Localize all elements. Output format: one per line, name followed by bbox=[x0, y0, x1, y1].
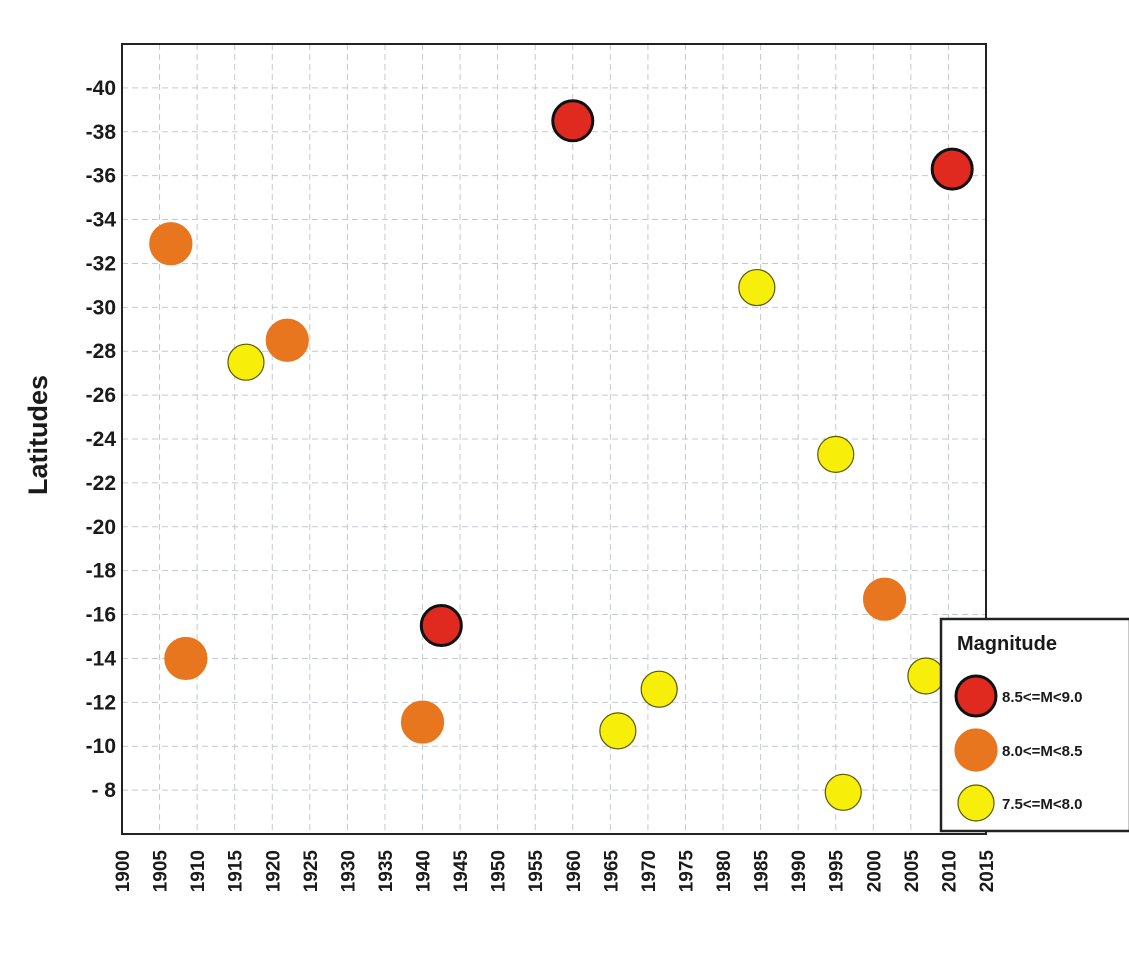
y-tick-label: -40 bbox=[86, 77, 116, 100]
x-tick-label: 1965 bbox=[601, 850, 622, 893]
data-point-low bbox=[640, 670, 678, 708]
x-tick-label: 1910 bbox=[188, 850, 209, 892]
x-tick-label: 1950 bbox=[489, 850, 510, 892]
y-tick-label: -28 bbox=[86, 340, 117, 363]
x-tick-label: 1980 bbox=[714, 850, 735, 892]
x-axis-ticks: 1900 1905 1910 1915 1920 1925 1930 1935 1940 1945… bbox=[113, 850, 998, 893]
data-point-high bbox=[419, 604, 463, 648]
y-tick-label: -24 bbox=[86, 428, 117, 451]
x-tick-label: 1955 bbox=[526, 850, 547, 893]
x-tick-label: 1995 bbox=[827, 850, 848, 893]
legend-swatch-low bbox=[957, 784, 995, 822]
data-point-mid bbox=[862, 577, 907, 621]
data-points bbox=[149, 99, 974, 811]
y-axis-title: Latitudes bbox=[23, 375, 53, 495]
legend-label-low: 7.5<=M<8.0 bbox=[1002, 796, 1082, 813]
y-tick-label: -36 bbox=[86, 165, 116, 188]
data-point-mid bbox=[164, 636, 208, 681]
y-tick-label: -20 bbox=[86, 516, 116, 539]
y-tick-label: -14 bbox=[86, 647, 117, 670]
y-tick-label: -38 bbox=[86, 121, 117, 144]
x-tick-label: 1975 bbox=[676, 850, 697, 893]
y-tick-label: -34 bbox=[86, 209, 117, 232]
x-tick-label: 1900 bbox=[113, 850, 134, 892]
x-tick-label: 2005 bbox=[902, 850, 923, 893]
legend-title: Magnitude bbox=[957, 633, 1057, 655]
y-tick-label: -26 bbox=[86, 384, 116, 407]
x-tick-label: 1915 bbox=[226, 850, 247, 893]
data-point-low bbox=[817, 435, 855, 473]
data-point-low bbox=[599, 712, 637, 750]
y-tick-label: -16 bbox=[86, 604, 116, 627]
x-tick-label: 1930 bbox=[338, 850, 359, 892]
y-tick-label: -32 bbox=[86, 252, 116, 275]
data-point-low bbox=[907, 657, 945, 695]
x-tick-label: 1925 bbox=[301, 850, 322, 893]
legend-label-mid: 8.0<=M<8.5 bbox=[1002, 743, 1082, 760]
data-point-high bbox=[551, 99, 595, 143]
y-tick-label: -22 bbox=[86, 472, 116, 495]
data-point-mid bbox=[265, 318, 309, 362]
y-tick-label: -12 bbox=[86, 691, 116, 714]
data-point-low bbox=[227, 343, 265, 381]
x-tick-label: 1990 bbox=[789, 850, 810, 892]
x-tick-label: 1960 bbox=[564, 850, 585, 892]
x-tick-label: 1985 bbox=[752, 850, 773, 893]
data-point-low bbox=[824, 773, 862, 811]
x-tick-label: 2010 bbox=[939, 850, 960, 892]
x-tick-label: 1940 bbox=[414, 850, 435, 892]
x-tick-label: 1945 bbox=[451, 850, 472, 893]
y-tick-label: -30 bbox=[86, 296, 116, 319]
data-point-mid bbox=[149, 222, 193, 266]
y-axis-ticks: -40 -38 -36 -34 -32 -30 -28 -26 -24 -22 -20 -18 -16 -… bbox=[86, 77, 117, 802]
x-tick-label: 2000 bbox=[864, 850, 885, 892]
x-tick-label: 1935 bbox=[376, 850, 397, 893]
legend: Magnitude 8.5<=M<9.0 8.0<=M<8.5 7.5<=M<8.0 bbox=[939, 617, 1129, 833]
data-point-mid bbox=[400, 700, 445, 744]
y-tick-label: - 8 bbox=[91, 779, 116, 802]
x-tick-label: 2015 bbox=[977, 850, 998, 893]
grid-lines bbox=[122, 44, 986, 834]
data-point-high bbox=[930, 147, 974, 191]
y-tick-label: -18 bbox=[86, 560, 117, 583]
x-tick-label: 1920 bbox=[263, 850, 284, 892]
legend-label-high: 8.5<=M<9.0 bbox=[1002, 689, 1082, 706]
x-tick-label: 1970 bbox=[639, 850, 660, 892]
legend-swatch-mid bbox=[954, 728, 998, 772]
x-tick-label: 1905 bbox=[151, 850, 172, 893]
legend-swatch-high bbox=[954, 674, 998, 718]
data-point-low bbox=[738, 268, 776, 307]
plot-frame bbox=[121, 43, 987, 835]
y-tick-label: -10 bbox=[86, 735, 116, 758]
